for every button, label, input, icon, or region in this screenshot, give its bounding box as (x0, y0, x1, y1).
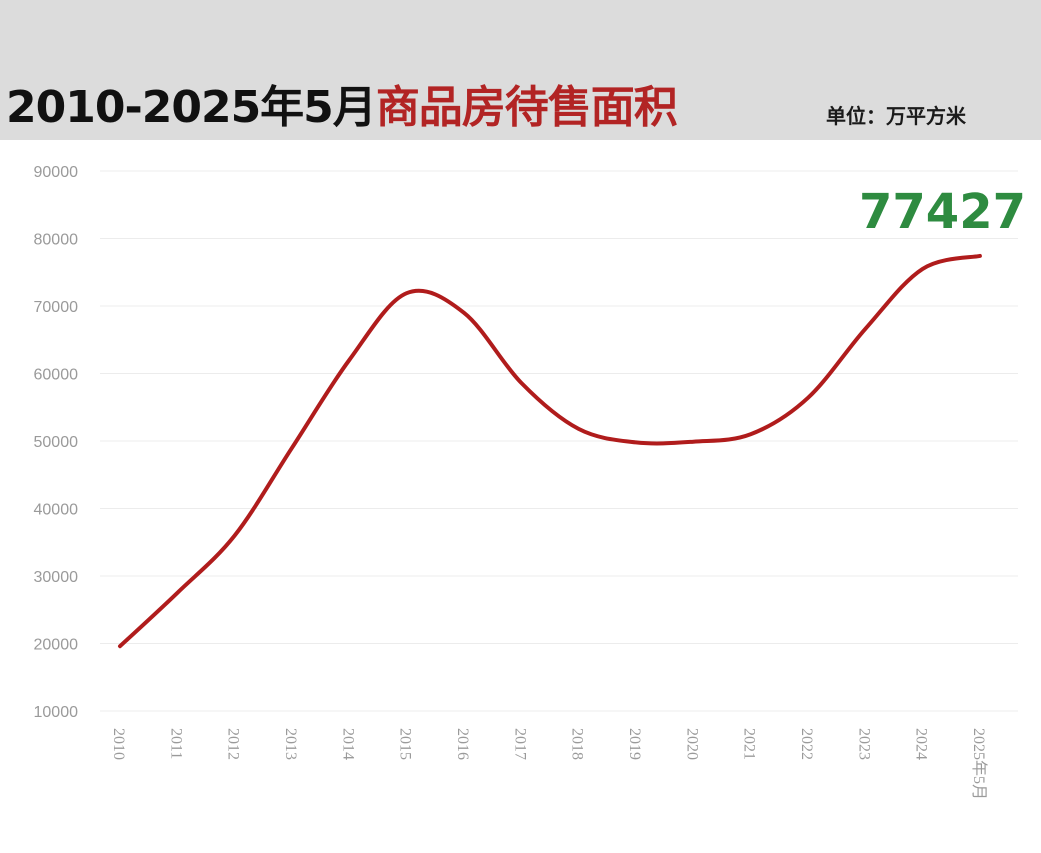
grid-lines (100, 170, 1018, 712)
x-tick-label: 2023 (855, 728, 872, 760)
x-tick-label: 2020 (683, 728, 700, 760)
y-tick-label: 40000 (34, 502, 79, 519)
x-tick-label: 2021 (741, 728, 758, 760)
y-axis: 90000 80000 70000 60000 50000 40000 30000 20000… (34, 164, 79, 721)
x-tick-label: 2010 (110, 728, 127, 760)
x-tick-label: 2015 (397, 728, 414, 760)
x-tick-label: 2025年5月 (970, 728, 988, 800)
chart-title: 2010-2025年5月商品房待售面积 (6, 76, 678, 140)
header-band (0, 0, 1041, 140)
y-tick-label: 50000 (34, 434, 79, 451)
y-tick-label: 60000 (34, 367, 79, 384)
latest-value-label: 77427 (859, 184, 1026, 240)
x-tick-label: 2012 (225, 728, 242, 760)
y-tick-label: 80000 (34, 232, 79, 249)
x-tick-label: 2019 (626, 728, 643, 760)
y-tick-label: 90000 (34, 164, 79, 181)
x-tick-label: 2016 (454, 728, 471, 760)
y-tick-label: 70000 (34, 299, 79, 316)
x-tick-label: 2024 (913, 728, 930, 760)
x-tick-label: 2017 (511, 728, 528, 760)
x-tick-label: 2011 (167, 728, 184, 759)
x-tick-label: 2018 (569, 728, 586, 760)
y-tick-label: 30000 (34, 569, 79, 586)
x-tick-label: 2013 (282, 728, 299, 760)
unit-label: 单位：万平方米 (826, 104, 966, 128)
x-tick-label: 2022 (798, 728, 815, 760)
series-line (118, 253, 982, 649)
y-tick-label: 20000 (34, 637, 79, 654)
chart-title-period: 2010-2025年5月 (6, 82, 377, 133)
chart-title-subject: 商品房待售面积 (375, 82, 678, 133)
x-axis: 2010 2011 2012 2013 2014 2015 2016 2017 2018 2019… (110, 728, 988, 800)
x-tick-label: 2014 (339, 728, 356, 760)
y-tick-label: 10000 (34, 704, 79, 721)
